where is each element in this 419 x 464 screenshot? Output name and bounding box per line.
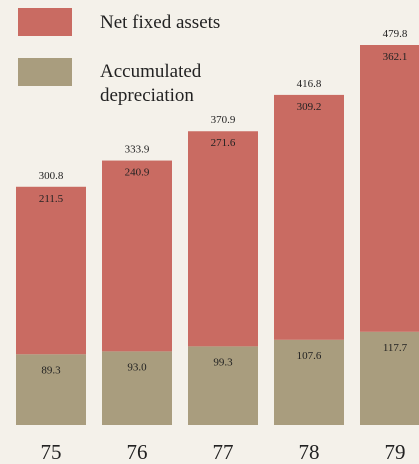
bar-segment [102,351,172,425]
x-tick-label: 77 [213,440,234,464]
legend-entry: Accumulated depreciation [18,58,240,108]
value-label: 107.6 [297,350,322,362]
legend-entry: Net fixed assets [18,8,240,36]
bar-segment [16,186,86,355]
total-label: 333.9 [125,144,150,156]
bar-segment [188,131,258,347]
x-tick-label: 79 [385,440,406,464]
total-label: 479.8 [383,28,408,40]
value-label: 117.7 [383,342,408,354]
bar-segment [102,160,172,352]
x-tick-label: 78 [299,440,320,464]
total-label: 416.8 [297,78,322,90]
value-label: 93.0 [127,361,147,373]
value-label: 99.3 [213,356,233,368]
x-tick-label: 76 [127,440,148,464]
bar-segment [188,346,258,425]
value-label: 309.2 [297,101,322,113]
bar-segment [274,339,344,425]
value-label: 211.5 [39,193,64,205]
bar-segment [360,45,419,332]
value-label: 240.9 [125,167,150,179]
bar-segment [274,94,344,340]
value-label: 362.1 [383,51,408,63]
value-label: 89.3 [41,364,61,376]
bar-segment [16,354,86,425]
total-label: 370.9 [211,114,236,126]
value-label: 271.6 [211,137,236,149]
total-label: 300.8 [39,170,64,182]
bar-segment [360,331,419,425]
legend-swatch [18,8,72,36]
legend-swatch [18,58,72,86]
legend-label: Accumulated depreciation [100,61,202,106]
x-tick-label: 75 [41,440,62,464]
legend-label: Net fixed assets [100,12,221,33]
